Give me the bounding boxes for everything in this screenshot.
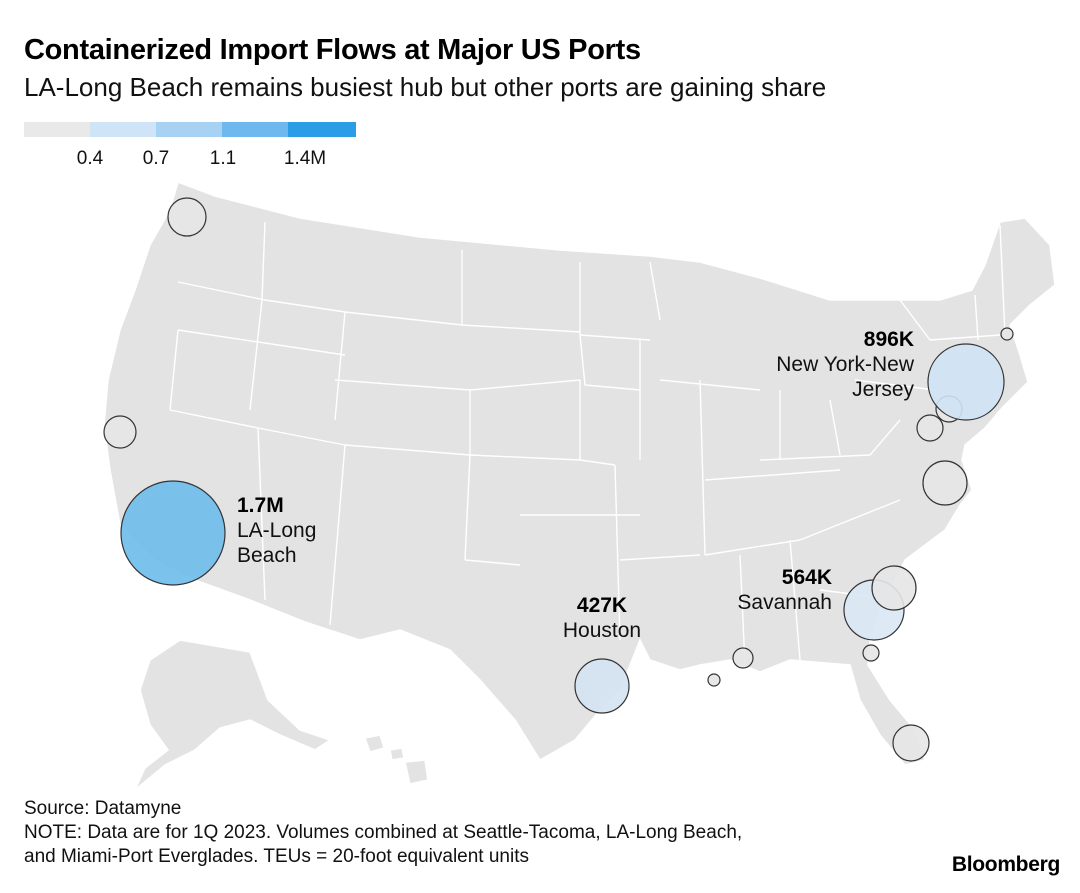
state-border-line: [177, 281, 266, 301]
state-border-line: [704, 469, 841, 481]
state-border-line: [659, 379, 761, 391]
legend-tick-label: 1.4M: [283, 148, 327, 169]
footnote-line-2: and Miami-Port Everglades. TEUs = 20-foo…: [24, 846, 529, 867]
state-border-line: [739, 554, 746, 666]
state-border-line: [461, 324, 581, 333]
chart-subtitle: LA-Long Beach remains busiest hub but ot…: [24, 72, 827, 102]
legend-tick-label: 0.4: [76, 148, 104, 169]
port-name-label: Savannah: [737, 591, 832, 614]
state-border-line: [854, 379, 936, 391]
state-border-line: [344, 311, 463, 326]
state-border-line: [579, 334, 651, 341]
state-border-line: [974, 294, 979, 341]
port-value-label: 1.7M: [237, 494, 284, 517]
port-name-label: New York-New: [776, 353, 915, 376]
state-border-line: [579, 459, 616, 466]
state-border-line: [264, 299, 346, 313]
port-bubble-new-york-new-jersey: [927, 343, 1005, 421]
port-bubble-charleston: [871, 565, 917, 611]
port-bubble-baltimore: [916, 414, 944, 442]
port-bubble-mobile: [707, 673, 721, 687]
state-border-line: [799, 499, 901, 541]
state-border-line: [469, 379, 581, 391]
port-value-label: 564K: [782, 566, 832, 589]
state-border-line: [257, 427, 346, 446]
state-border-line: [334, 379, 471, 391]
legend-swatch-3: [156, 122, 222, 137]
port-name-label: Jersey: [852, 378, 914, 401]
state-border-line: [579, 334, 641, 391]
state-border-line: [464, 454, 471, 561]
state-border-line: [759, 454, 871, 461]
state-border-line: [261, 221, 266, 301]
us-land: [103, 181, 1056, 791]
state-border-line: [789, 539, 801, 661]
state-border-line: [177, 329, 346, 356]
port-bubble-boston: [1000, 327, 1014, 341]
port-bubble-virginia: [922, 460, 968, 506]
port-value-label: 427K: [577, 594, 627, 617]
alaska-shape: [134, 639, 332, 791]
port-bubble-houston: [574, 658, 630, 714]
state-border-line: [929, 334, 1001, 341]
port-name-label: Houston: [563, 619, 641, 642]
state-border-line: [649, 261, 661, 321]
port-bubble-la-long-beach: [120, 480, 226, 586]
state-border-line: [899, 299, 931, 341]
state-border-line: [249, 299, 263, 411]
state-border-line: [257, 427, 266, 601]
state-border-line: [469, 454, 581, 461]
port-bubbles: [103, 197, 1014, 762]
state-border-line: [829, 399, 841, 456]
color-legend: 0.4 0.7 1.1 1.4M: [24, 122, 364, 172]
port-bubble-miami-port-everglades: [892, 724, 930, 762]
state-border-line: [344, 444, 471, 456]
hawaii-shape: [364, 734, 429, 785]
footnote-line-1: NOTE: Data are for 1Q 2023. Volumes comb…: [24, 822, 743, 843]
legend-swatch-4: [222, 122, 288, 137]
port-bubble-seattle-tacoma: [167, 197, 207, 237]
contiguous-us-shape: [103, 181, 1056, 766]
bloomberg-logo: Bloomberg: [951, 853, 1060, 876]
port-bubble-oakland: [103, 415, 137, 449]
state-border-line: [169, 409, 259, 429]
port-bubble-jacksonville: [862, 644, 880, 662]
legend-swatch-1: [24, 122, 90, 137]
state-border-line: [704, 539, 801, 556]
state-border-line: [869, 419, 901, 456]
state-border-line: [699, 379, 706, 556]
legend-swatch-5: [288, 122, 356, 137]
source-note: Source: Datamyne: [24, 798, 182, 819]
legend-swatch-2: [90, 122, 156, 137]
state-border-line: [169, 329, 179, 411]
state-border-line: [329, 444, 346, 626]
state-border-line: [619, 554, 701, 561]
port-bubble-new-orleans: [732, 647, 754, 669]
legend-tick-label: 1.1: [209, 148, 237, 169]
port-value-label: 896K: [864, 328, 914, 351]
state-border-line: [999, 224, 1006, 336]
state-border-line: [614, 464, 621, 641]
port-name-label: LA-Long: [237, 519, 316, 542]
port-name-label: Beach: [237, 544, 297, 567]
chart-title: Containerized Import Flows at Major US P…: [24, 34, 641, 66]
legend-tick-label: 0.7: [142, 148, 170, 169]
state-borders: [169, 221, 1006, 666]
state-border-line: [464, 559, 521, 566]
state-border-line: [334, 311, 346, 421]
